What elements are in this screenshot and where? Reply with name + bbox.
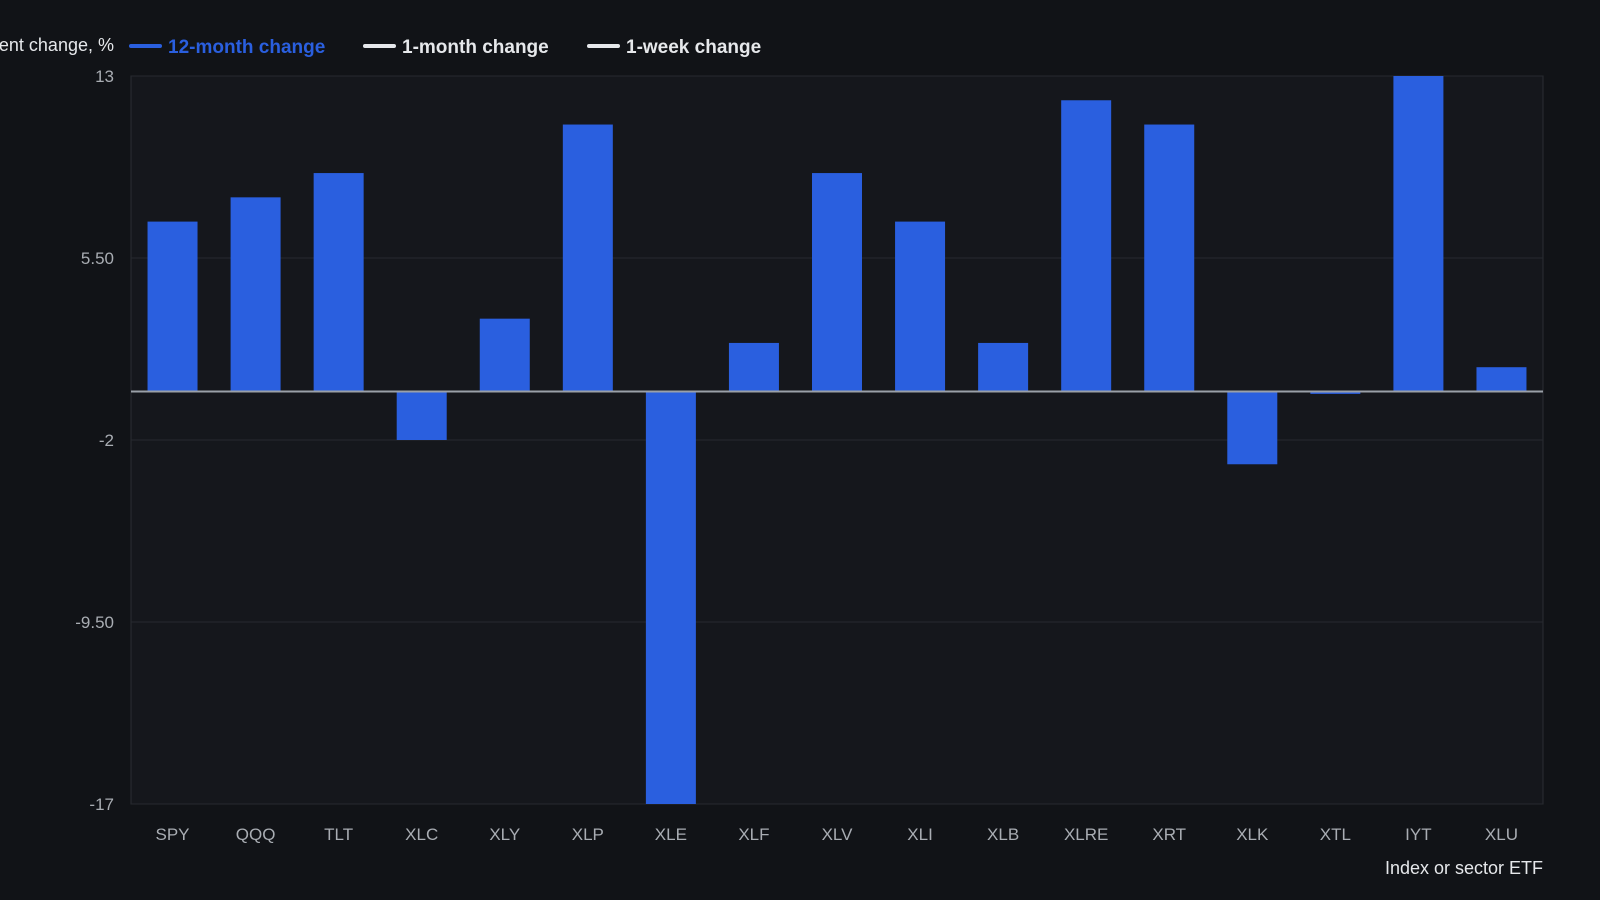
x-tick-label: XLB bbox=[987, 825, 1019, 844]
x-tick-label: SPY bbox=[156, 825, 190, 844]
bar-xtl[interactable] bbox=[1310, 391, 1361, 394]
bar-xlre[interactable] bbox=[1061, 100, 1112, 392]
x-tick-label: IYT bbox=[1405, 825, 1431, 844]
bar-xrt[interactable] bbox=[1144, 124, 1195, 392]
legend-item-3[interactable]: 1-week change bbox=[626, 37, 761, 58]
bar-xlp[interactable] bbox=[562, 124, 613, 392]
x-tick-label: XLC bbox=[405, 825, 438, 844]
x-tick-label: XLK bbox=[1236, 825, 1269, 844]
x-tick-label: XLV bbox=[822, 825, 854, 844]
x-tick-label: XLE bbox=[655, 825, 687, 844]
bar-qqq[interactable] bbox=[230, 197, 281, 392]
bar-xlk[interactable] bbox=[1227, 391, 1278, 465]
y-tick-label: -9.50 bbox=[75, 613, 114, 632]
x-tick-label: XLP bbox=[572, 825, 604, 844]
x-tick-label: XLU bbox=[1485, 825, 1518, 844]
x-tick-label: QQQ bbox=[236, 825, 276, 844]
y-axis-title: Percent change, % bbox=[0, 35, 114, 55]
y-tick-label: -17 bbox=[89, 795, 114, 814]
x-axis-title: Index or sector ETF bbox=[1385, 858, 1543, 878]
x-tick-label: XLRE bbox=[1064, 825, 1108, 844]
bar-xly[interactable] bbox=[479, 318, 530, 392]
x-tick-label: XLF bbox=[738, 825, 769, 844]
bar-xlf[interactable] bbox=[728, 342, 779, 392]
bar-xle[interactable] bbox=[645, 391, 696, 804]
bar-xlc[interactable] bbox=[396, 391, 447, 440]
x-tick-label: TLT bbox=[324, 825, 353, 844]
bar-xlb[interactable] bbox=[978, 342, 1029, 392]
bar-spy[interactable] bbox=[147, 221, 198, 392]
x-tick-label: XLY bbox=[489, 825, 520, 844]
legend-item-1[interactable]: 12-month change bbox=[168, 37, 325, 58]
legend-item-2[interactable]: 1-month change bbox=[402, 37, 549, 58]
y-tick-label: 13 bbox=[95, 67, 114, 86]
y-tick-label: -2 bbox=[99, 431, 114, 450]
bar-iyt[interactable] bbox=[1393, 76, 1444, 392]
x-tick-label: XRT bbox=[1152, 825, 1186, 844]
bar-xli[interactable] bbox=[895, 221, 946, 392]
bar-xlu[interactable] bbox=[1476, 367, 1527, 392]
bar-tlt[interactable] bbox=[313, 173, 364, 392]
bar-xlv[interactable] bbox=[812, 173, 862, 392]
x-tick-label: XTL bbox=[1320, 825, 1351, 844]
y-tick-label: 5.50 bbox=[81, 249, 114, 268]
x-tick-label: XLI bbox=[907, 825, 933, 844]
